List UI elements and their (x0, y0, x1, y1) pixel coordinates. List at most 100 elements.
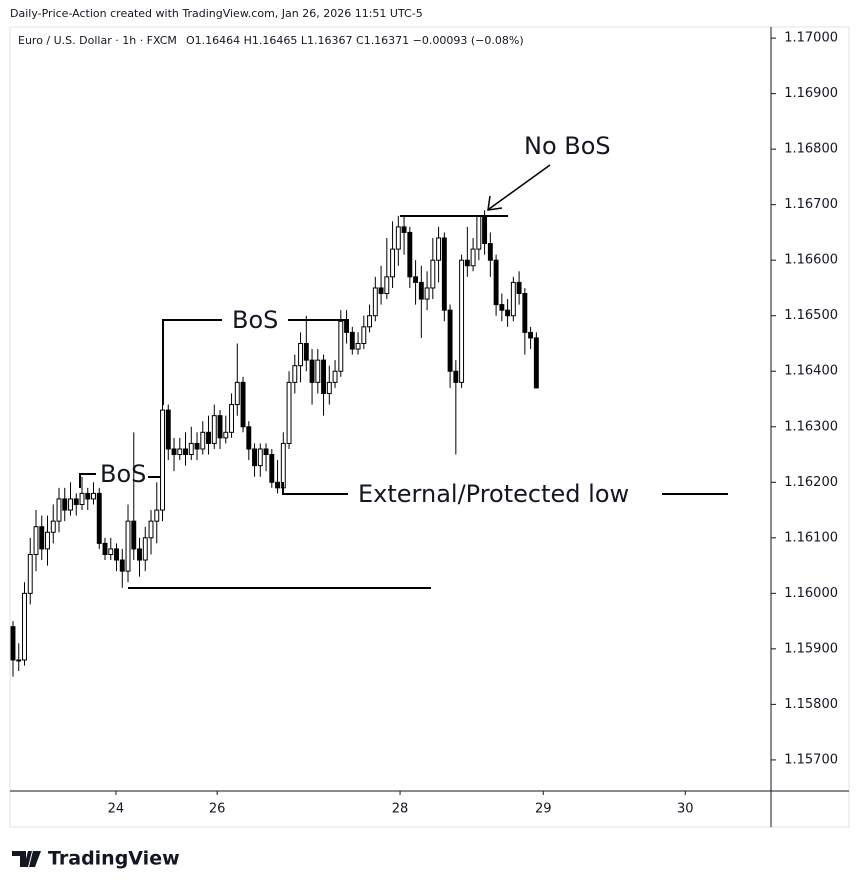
y-tick-label: 1.16600 (784, 253, 838, 268)
logo: TradingView (12, 848, 180, 870)
candle-body (137, 548, 142, 561)
candle-body (361, 326, 367, 344)
y-tick-label: 1.16100 (784, 530, 838, 545)
candle-body (470, 248, 476, 267)
candle-body (326, 381, 332, 394)
candle-body (246, 426, 252, 450)
candle-body (160, 409, 165, 511)
x-tick-label: 30 (677, 802, 694, 817)
symbol: Euro / U.S. Dollar · 1h · FXCM (18, 34, 177, 47)
candle-body (108, 548, 114, 555)
candle-body (424, 287, 430, 300)
x-tick-label: 24 (108, 802, 125, 817)
candle-body (91, 492, 96, 500)
candle-body (206, 431, 211, 444)
candle-body (430, 259, 436, 289)
x-tick-label: 26 (209, 802, 226, 817)
candle-body (119, 559, 125, 572)
x-tick-label: 29 (535, 802, 552, 817)
arrow-head (487, 195, 503, 211)
candle-body (102, 542, 108, 555)
drawings (79, 164, 728, 589)
candle-body (200, 431, 206, 450)
candle-body (315, 359, 321, 383)
candle-body (275, 481, 281, 489)
candle-body (125, 520, 131, 572)
candle-body (459, 259, 465, 383)
candle-body (27, 553, 33, 594)
candle-body (349, 331, 355, 350)
candle-body (148, 520, 154, 539)
candle-body (16, 659, 22, 662)
candle-body (45, 531, 50, 550)
bos-line (288, 319, 349, 330)
candle-body (131, 520, 137, 550)
y-tick-label: 1.16800 (784, 142, 838, 157)
candle-body (355, 342, 361, 350)
candle-body (372, 287, 378, 317)
candle-body (338, 320, 344, 372)
candle-body (436, 237, 442, 261)
candle-body (177, 448, 183, 456)
ohlc-legend: O1.16464 H1.16465 L1.16367 C1.16371 −0.0… (186, 34, 524, 47)
candle-body (223, 431, 229, 439)
candle-body (298, 342, 304, 367)
candle-body (292, 365, 298, 383)
y-tick-label: 1.15700 (784, 752, 838, 767)
annotation: No BoS (524, 132, 611, 160)
x-tick-label: 28 (392, 802, 409, 817)
candle-body (367, 315, 373, 328)
candle-body (217, 415, 223, 439)
candle-body (56, 498, 62, 522)
candle-body (269, 454, 275, 483)
candle-body (240, 381, 246, 428)
candle-body (62, 498, 68, 511)
candle-body (211, 415, 217, 444)
candle-body (39, 526, 45, 550)
candle-body (516, 281, 522, 295)
candle-body (413, 276, 419, 283)
candle-body (280, 442, 286, 489)
candle-body (10, 626, 16, 661)
y-tick-label: 1.16300 (784, 419, 838, 434)
candle-body (464, 259, 470, 267)
candle-body (510, 281, 516, 317)
arrow (488, 164, 551, 210)
candle-body (309, 359, 315, 383)
candle-body (533, 337, 539, 389)
candle-body (499, 304, 505, 311)
candle-body (528, 331, 534, 339)
y-tick-label: 1.15800 (784, 697, 838, 712)
candle-body (22, 592, 27, 661)
candle-body (142, 537, 148, 561)
candle-body (395, 226, 401, 250)
candle-body (384, 276, 390, 295)
candle-body (50, 520, 56, 533)
y-tick-label: 1.16700 (784, 197, 838, 212)
candle-body (33, 526, 39, 555)
candle-body (96, 492, 102, 544)
candle-body (165, 409, 171, 450)
annotation: BoS (232, 306, 278, 334)
candle-body (257, 448, 263, 467)
candle-body (321, 359, 327, 394)
candle-body (378, 287, 384, 295)
candle-body (286, 381, 292, 444)
candle-body (73, 498, 79, 505)
candle-body (390, 248, 396, 278)
candle-body (441, 237, 447, 311)
candle-body (401, 226, 407, 233)
annotation: External/Protected low (358, 480, 629, 508)
y-tick-label: 1.16900 (784, 86, 838, 101)
candle-body (79, 492, 85, 506)
candle-body (505, 309, 511, 317)
y-tick-label: 1.17000 (784, 31, 838, 46)
candle-body (68, 498, 73, 511)
candle-body (171, 448, 177, 456)
candle-body (252, 448, 257, 467)
candle-body (114, 548, 119, 561)
logo-mark (12, 851, 41, 867)
y-tick-label: 1.15900 (784, 641, 838, 656)
candle-body (447, 309, 453, 372)
chart-frame (9, 26, 850, 828)
